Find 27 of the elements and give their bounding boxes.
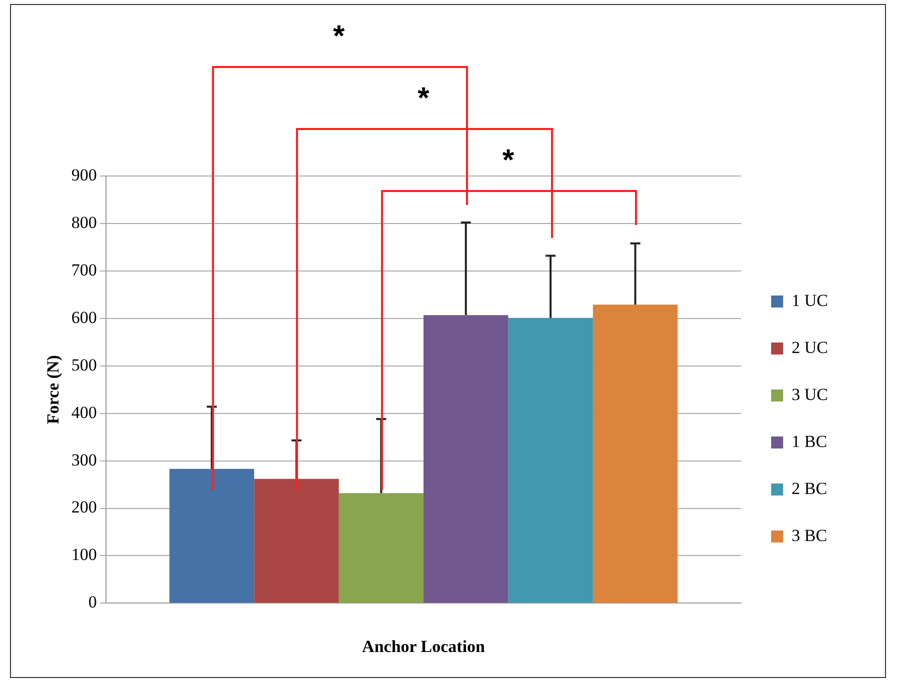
y-tick-label: 0	[88, 592, 97, 612]
x-axis-title: Anchor Location	[362, 637, 486, 656]
bar	[254, 478, 339, 603]
annotation: *	[502, 144, 514, 178]
y-tick-label: 800	[71, 212, 97, 232]
legend-label: 3 BC	[792, 526, 828, 545]
legend-label: 3 UC	[792, 384, 828, 404]
bar	[592, 304, 678, 603]
legend-label: 1 BC	[792, 432, 828, 451]
bar	[424, 315, 508, 603]
text: *	[418, 82, 430, 116]
y-tick-label: 700	[71, 260, 97, 280]
y-tick-label: 600	[71, 308, 97, 327]
y-tick-label: 200	[71, 498, 97, 517]
y-tick-label: 500	[71, 355, 97, 374]
y-axis-title: Force (N)	[44, 355, 63, 424]
bar	[169, 468, 254, 603]
legend-label: 2 BC	[792, 478, 828, 498]
legend-label: 1 UC	[792, 290, 828, 310]
bar	[508, 318, 593, 603]
text: *	[332, 20, 345, 54]
y-tick-label: 300	[71, 450, 97, 470]
y-tick-label: 400	[71, 402, 97, 422]
y-tick-label: 900	[71, 165, 97, 184]
y-tick-label: 100	[71, 545, 97, 564]
bar	[338, 493, 424, 603]
legend-label: 2 UC	[792, 338, 828, 357]
